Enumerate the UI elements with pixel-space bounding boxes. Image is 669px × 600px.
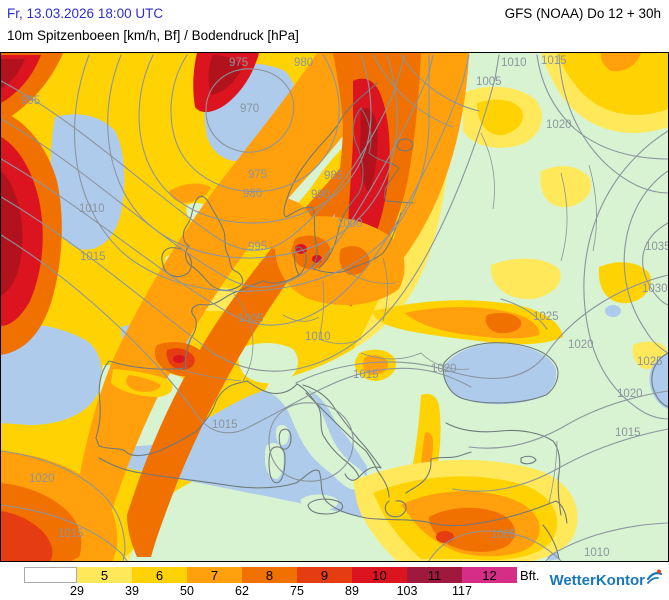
isobar-label: 1005 [476,76,502,88]
isobar-label: 1020 [617,388,643,400]
legend-unit-label: Bft. [520,568,540,583]
legend-bft-label: 10 [372,567,387,583]
isobar-label: 975 [248,169,267,181]
isobar-labels: 995 975 980 970 975 985 980 990 1010 1015 1000 995 1… [21,55,669,559]
legend-bft-label: 7 [210,567,219,583]
legend-bft-label: 8 [265,567,274,583]
legend-box: 11 [407,567,462,583]
logo-swoosh-icon [646,569,662,584]
italy-land [265,379,367,490]
isobar-label: 1015 [212,419,238,431]
isobar-label: 1015 [541,55,567,67]
isobar-label: 1035 [645,241,668,253]
weather-map-graphic: 995 975 980 970 975 985 980 990 1010 1015 1000 995 1… [0,53,669,566]
wind-streaks [1,53,578,566]
isobar-label: 1020 [29,473,55,485]
header-subtitle: 10m Spitzenboeen [km/h, Bf] / Bodendruck… [7,28,299,43]
wetterkontor-logo[interactable]: WetterKontor [549,569,662,589]
legend-box: 6 [132,567,187,583]
black-sea [443,343,557,405]
isobar-label: 1000 [337,218,363,230]
isobar-label: 970 [240,103,259,115]
isobar-label: 1020 [568,339,594,351]
country-borders [178,132,597,504]
isobar-label: 995 [248,241,267,253]
isobar-label: 1010 [584,547,610,559]
isobar-label: 980 [243,188,262,200]
isobar-label: 1005 [491,529,517,541]
isobar-label: 1015 [615,427,641,439]
legend-bft-label: 12 [482,567,497,583]
legend-kmh-tick: 50 [180,584,194,598]
legend-box: 8 [242,567,297,583]
isobars [0,54,669,562]
isobar-label: 1025 [637,356,663,368]
legend-box: 10 [352,567,407,583]
isobar-label: 1020 [431,363,457,375]
legend-kmh-tick: 39 [125,584,139,598]
legend-ticks: 29 39 50 62 75 89 103 117 [24,583,544,598]
isobar-label: 1010 [501,57,527,69]
legend-bft-label: 6 [155,567,164,583]
legend-kmh-tick: 89 [345,584,359,598]
isobar-label: 1015 [353,369,379,381]
isobar-label: 1005 [238,313,264,325]
legend-bft-label: 11 [427,567,442,583]
isobar-label: 975 [229,57,248,69]
legend-kmh-tick: 103 [396,584,418,598]
legend-box: 9 [297,567,352,583]
header-datetime: Fr, 13.03.2026 18:00 UTC [7,6,164,21]
header-model-run: GFS (NOAA) Do 12 + 30h [504,6,661,21]
isobar-label: 1010 [79,203,105,215]
legend-box: 5 [77,567,132,583]
isobar-label: 985 [324,170,343,182]
legend-kmh-tick: 29 [70,584,84,598]
isobar-label: 1020 [546,119,572,131]
legend-bft-label: 9 [320,567,329,583]
isobar-label: 1010 [305,331,331,343]
legend-box [24,567,77,583]
legend-box: 12 [462,567,517,583]
legend: 5 6 7 8 9 10 11 12 Bft. 29 39 50 62 75 89 103 117 [0,567,669,600]
isobar-label: 980 [294,57,313,69]
isobar-label: 990 [311,189,330,201]
logo-text[interactable]: WetterKontor [549,572,645,589]
legend-box: 7 [187,567,242,583]
isobar-label: 1015 [80,251,106,263]
calm-region [1,53,668,561]
isobar-label: 1030 [642,283,668,295]
legend-bft-label: 5 [100,567,109,583]
legend-kmh-tick: 62 [235,584,249,598]
isobar-label: 995 [21,95,40,107]
weather-map: 995 975 980 970 975 985 980 990 1010 1015 1000 995 1… [0,52,669,566]
coastlines [95,82,669,560]
isobar-label: 1025 [533,311,559,323]
legend-scale: 5 6 7 8 9 10 11 12 [24,567,517,583]
legend-kmh-tick: 75 [290,584,304,598]
isobar-label: 1015 [58,528,84,540]
legend-kmh-tick: 117 [452,584,472,598]
